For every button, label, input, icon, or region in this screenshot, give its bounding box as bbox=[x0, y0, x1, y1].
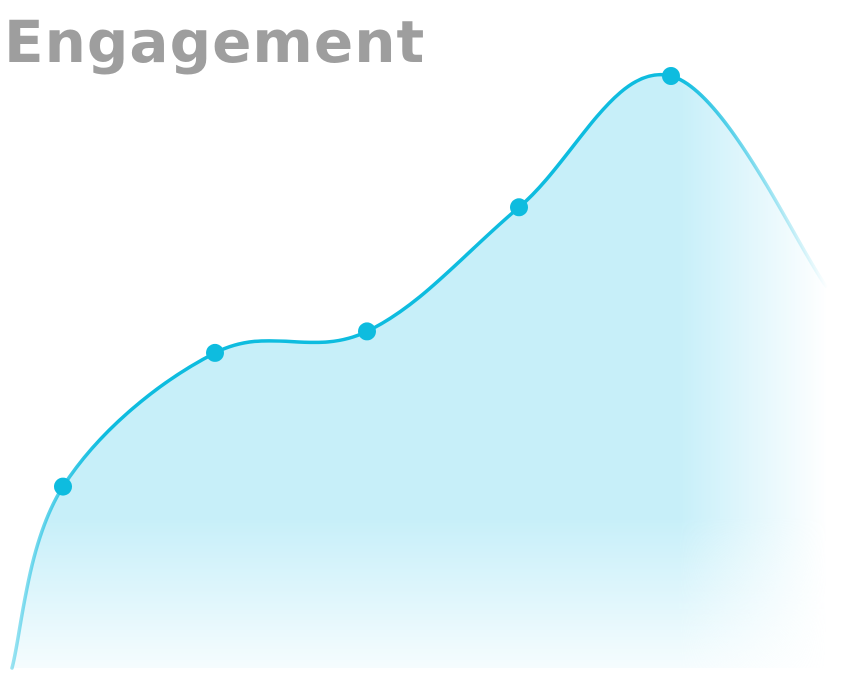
data-point-4 bbox=[510, 198, 528, 217]
chart-title: Engagement bbox=[4, 8, 426, 76]
data-points bbox=[54, 67, 680, 496]
data-point-2 bbox=[206, 343, 224, 362]
series-area-fill bbox=[12, 74, 826, 668]
data-point-1 bbox=[54, 477, 72, 496]
data-point-5 bbox=[662, 67, 680, 85]
data-point-3 bbox=[358, 322, 376, 341]
